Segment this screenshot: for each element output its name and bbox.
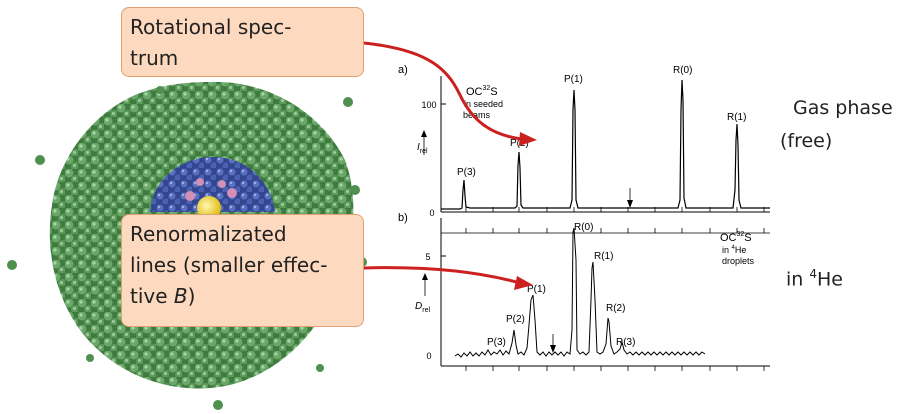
callout-renorm-line1: Renormalizated [130,222,287,246]
panel-a-ytick-top: 100 [421,100,436,110]
panel-b-peak-r2: R(2) [606,303,625,314]
gas-phase-label: Gas phase [793,97,893,119]
spectrum-panel-b: b) 5 0 Drel [398,212,770,371]
panel-b-peak-p2: P(2) [506,314,525,325]
helium-cluster-inner-shell [150,156,275,212]
panel-b-ytick-top: 5 [425,252,430,262]
panel-a-peak-p2: P(2) [510,138,529,149]
panel-a-species: OC32S [466,85,498,98]
helium-label: in 4He [786,267,843,291]
panel-a-peak-r0: R(0) [673,65,692,76]
callout-renormalized-lines: Renormalizated lines (smaller effec- tiv… [121,214,364,327]
callout-renorm-line2: lines (smaller effec- [130,253,328,277]
free-label: (free) [780,130,833,152]
panel-b-peak-p3: P(3) [487,337,506,348]
pink-atoms [185,178,237,201]
panel-a-peak-p1: P(1) [564,74,583,85]
callout-rotational-spectrum: Rotational spec- trum [121,7,364,77]
panel-b-species: OC32S [720,231,752,244]
callout-renorm-line3: tive B) [130,284,196,308]
callout-rotational-line1: Rotational spec- [130,15,292,39]
panel-b-species-line3: droplets [722,256,755,266]
panel-b-ytick-zero: 0 [426,351,431,361]
panel-b-species-line2: in 4He [722,245,746,255]
panel-a-species-line2: in seeded [464,99,503,109]
spectrum-panel-a: a) 100 0 Irel [398,64,770,218]
panel-a-species-line3: beams [463,110,491,120]
panel-b-trace [454,227,706,358]
panel-a-peak-r1: R(1) [727,112,746,123]
panel-b-peak-p1: P(1) [527,284,546,295]
panel-b-peak-r0: R(0) [574,222,593,233]
panel-a-peak-p3: P(3) [457,167,476,178]
panel-a-trace [441,79,770,210]
panel-a-ytick-zero: 0 [429,208,434,218]
panel-b-peak-r1: R(1) [594,251,613,262]
callout-rotational-line2: trum [130,46,179,70]
panel-b-peak-r3: R(3) [616,337,635,348]
